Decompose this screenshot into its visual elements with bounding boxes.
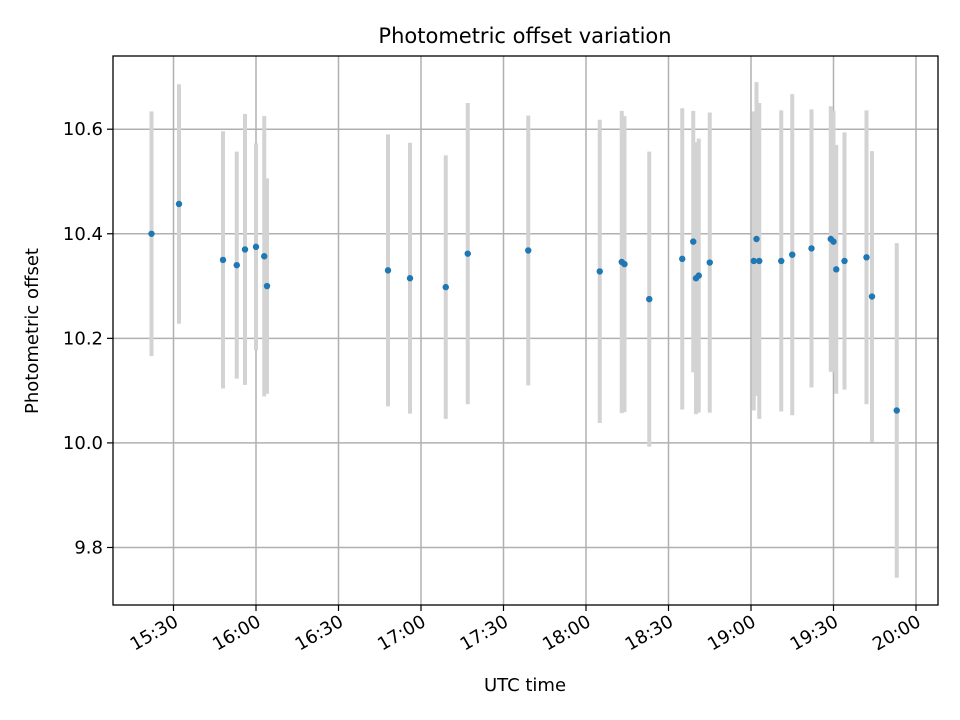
data-points xyxy=(148,200,900,414)
y-tick-label: 10.2 xyxy=(63,328,103,349)
data-point xyxy=(753,235,760,243)
chart-title: Photometric offset variation xyxy=(378,24,671,48)
data-point xyxy=(596,268,603,275)
data-point xyxy=(868,293,876,300)
data-point xyxy=(646,295,653,303)
y-axis-label: Photometric offset xyxy=(22,248,43,414)
plot-area-frame xyxy=(112,55,939,606)
data-point xyxy=(778,257,785,265)
y-tick-label: 10.4 xyxy=(63,224,103,245)
y-tick-label: 9.8 xyxy=(74,537,103,558)
y-tick-label: 10.6 xyxy=(63,119,103,140)
data-point xyxy=(833,266,840,273)
data-point xyxy=(679,255,686,263)
data-point xyxy=(789,251,796,258)
data-point xyxy=(706,259,713,266)
data-point xyxy=(233,261,240,269)
data-point xyxy=(756,257,763,265)
data-point xyxy=(464,250,471,257)
data-point xyxy=(241,246,249,253)
data-point xyxy=(175,200,183,208)
data-point xyxy=(525,247,532,254)
data-point xyxy=(841,257,848,265)
data-point xyxy=(893,407,900,414)
data-point xyxy=(690,238,697,245)
data-point xyxy=(263,282,271,290)
data-point xyxy=(219,256,227,264)
x-axis-label: UTC time xyxy=(484,675,566,696)
data-point xyxy=(148,230,155,237)
data-point xyxy=(406,275,414,282)
data-point xyxy=(621,260,628,268)
data-point xyxy=(261,253,268,260)
data-point xyxy=(695,272,702,279)
data-point xyxy=(830,238,837,245)
data-point xyxy=(863,254,870,261)
data-point xyxy=(808,245,815,252)
grid xyxy=(113,56,938,605)
data-point xyxy=(252,243,260,251)
data-point xyxy=(442,283,449,291)
data-point xyxy=(384,267,392,274)
y-tick-label: 10.0 xyxy=(63,433,103,454)
data-point xyxy=(750,257,757,265)
